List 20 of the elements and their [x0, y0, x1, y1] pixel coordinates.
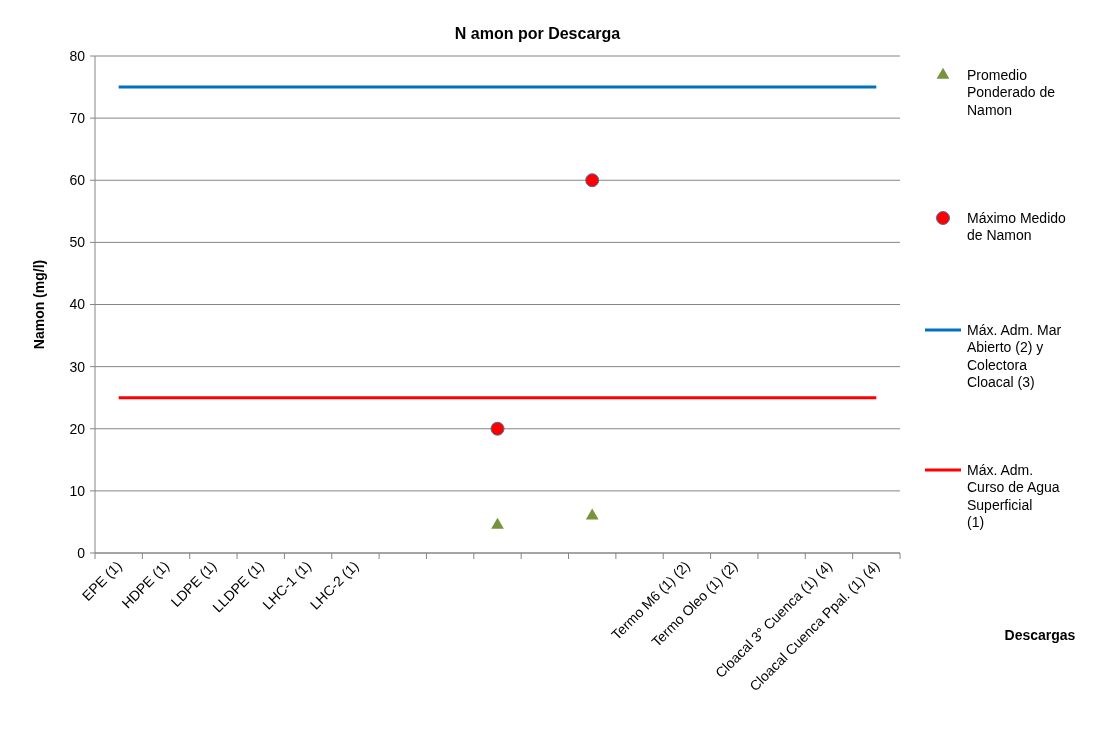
text: Descargas [1004, 627, 1076, 643]
point [585, 173, 600, 188]
y-tick-label: 10 [69, 482, 86, 499]
legend-label: Máximo Medido de Namon [967, 209, 1067, 244]
y-tick-label: 60 [69, 172, 86, 189]
legend-label: Promedio Ponderado de Namon [967, 66, 1056, 118]
y-tick-label: 70 [69, 110, 86, 127]
point [490, 421, 505, 436]
y-tick-label: 40 [69, 296, 86, 313]
y-tick-label: 0 [77, 544, 86, 561]
y-tick-label: 20 [69, 420, 86, 437]
y-tick-label: 30 [69, 358, 86, 375]
point [585, 508, 599, 520]
chart-title: N amon por Descarga [454, 25, 621, 42]
legend-label: Máx. Adm. Curso de Agua Superficial (1) [967, 461, 1060, 531]
y-tick-label: 80 [69, 47, 86, 64]
y-axis-title: Namon (mg/l) [31, 259, 47, 350]
y-tick-label: 50 [69, 234, 86, 251]
point [491, 517, 504, 529]
legend-label: Máx. Adm. Mar Abierto (2) y Colectora Cloacal (3) [967, 321, 1062, 391]
